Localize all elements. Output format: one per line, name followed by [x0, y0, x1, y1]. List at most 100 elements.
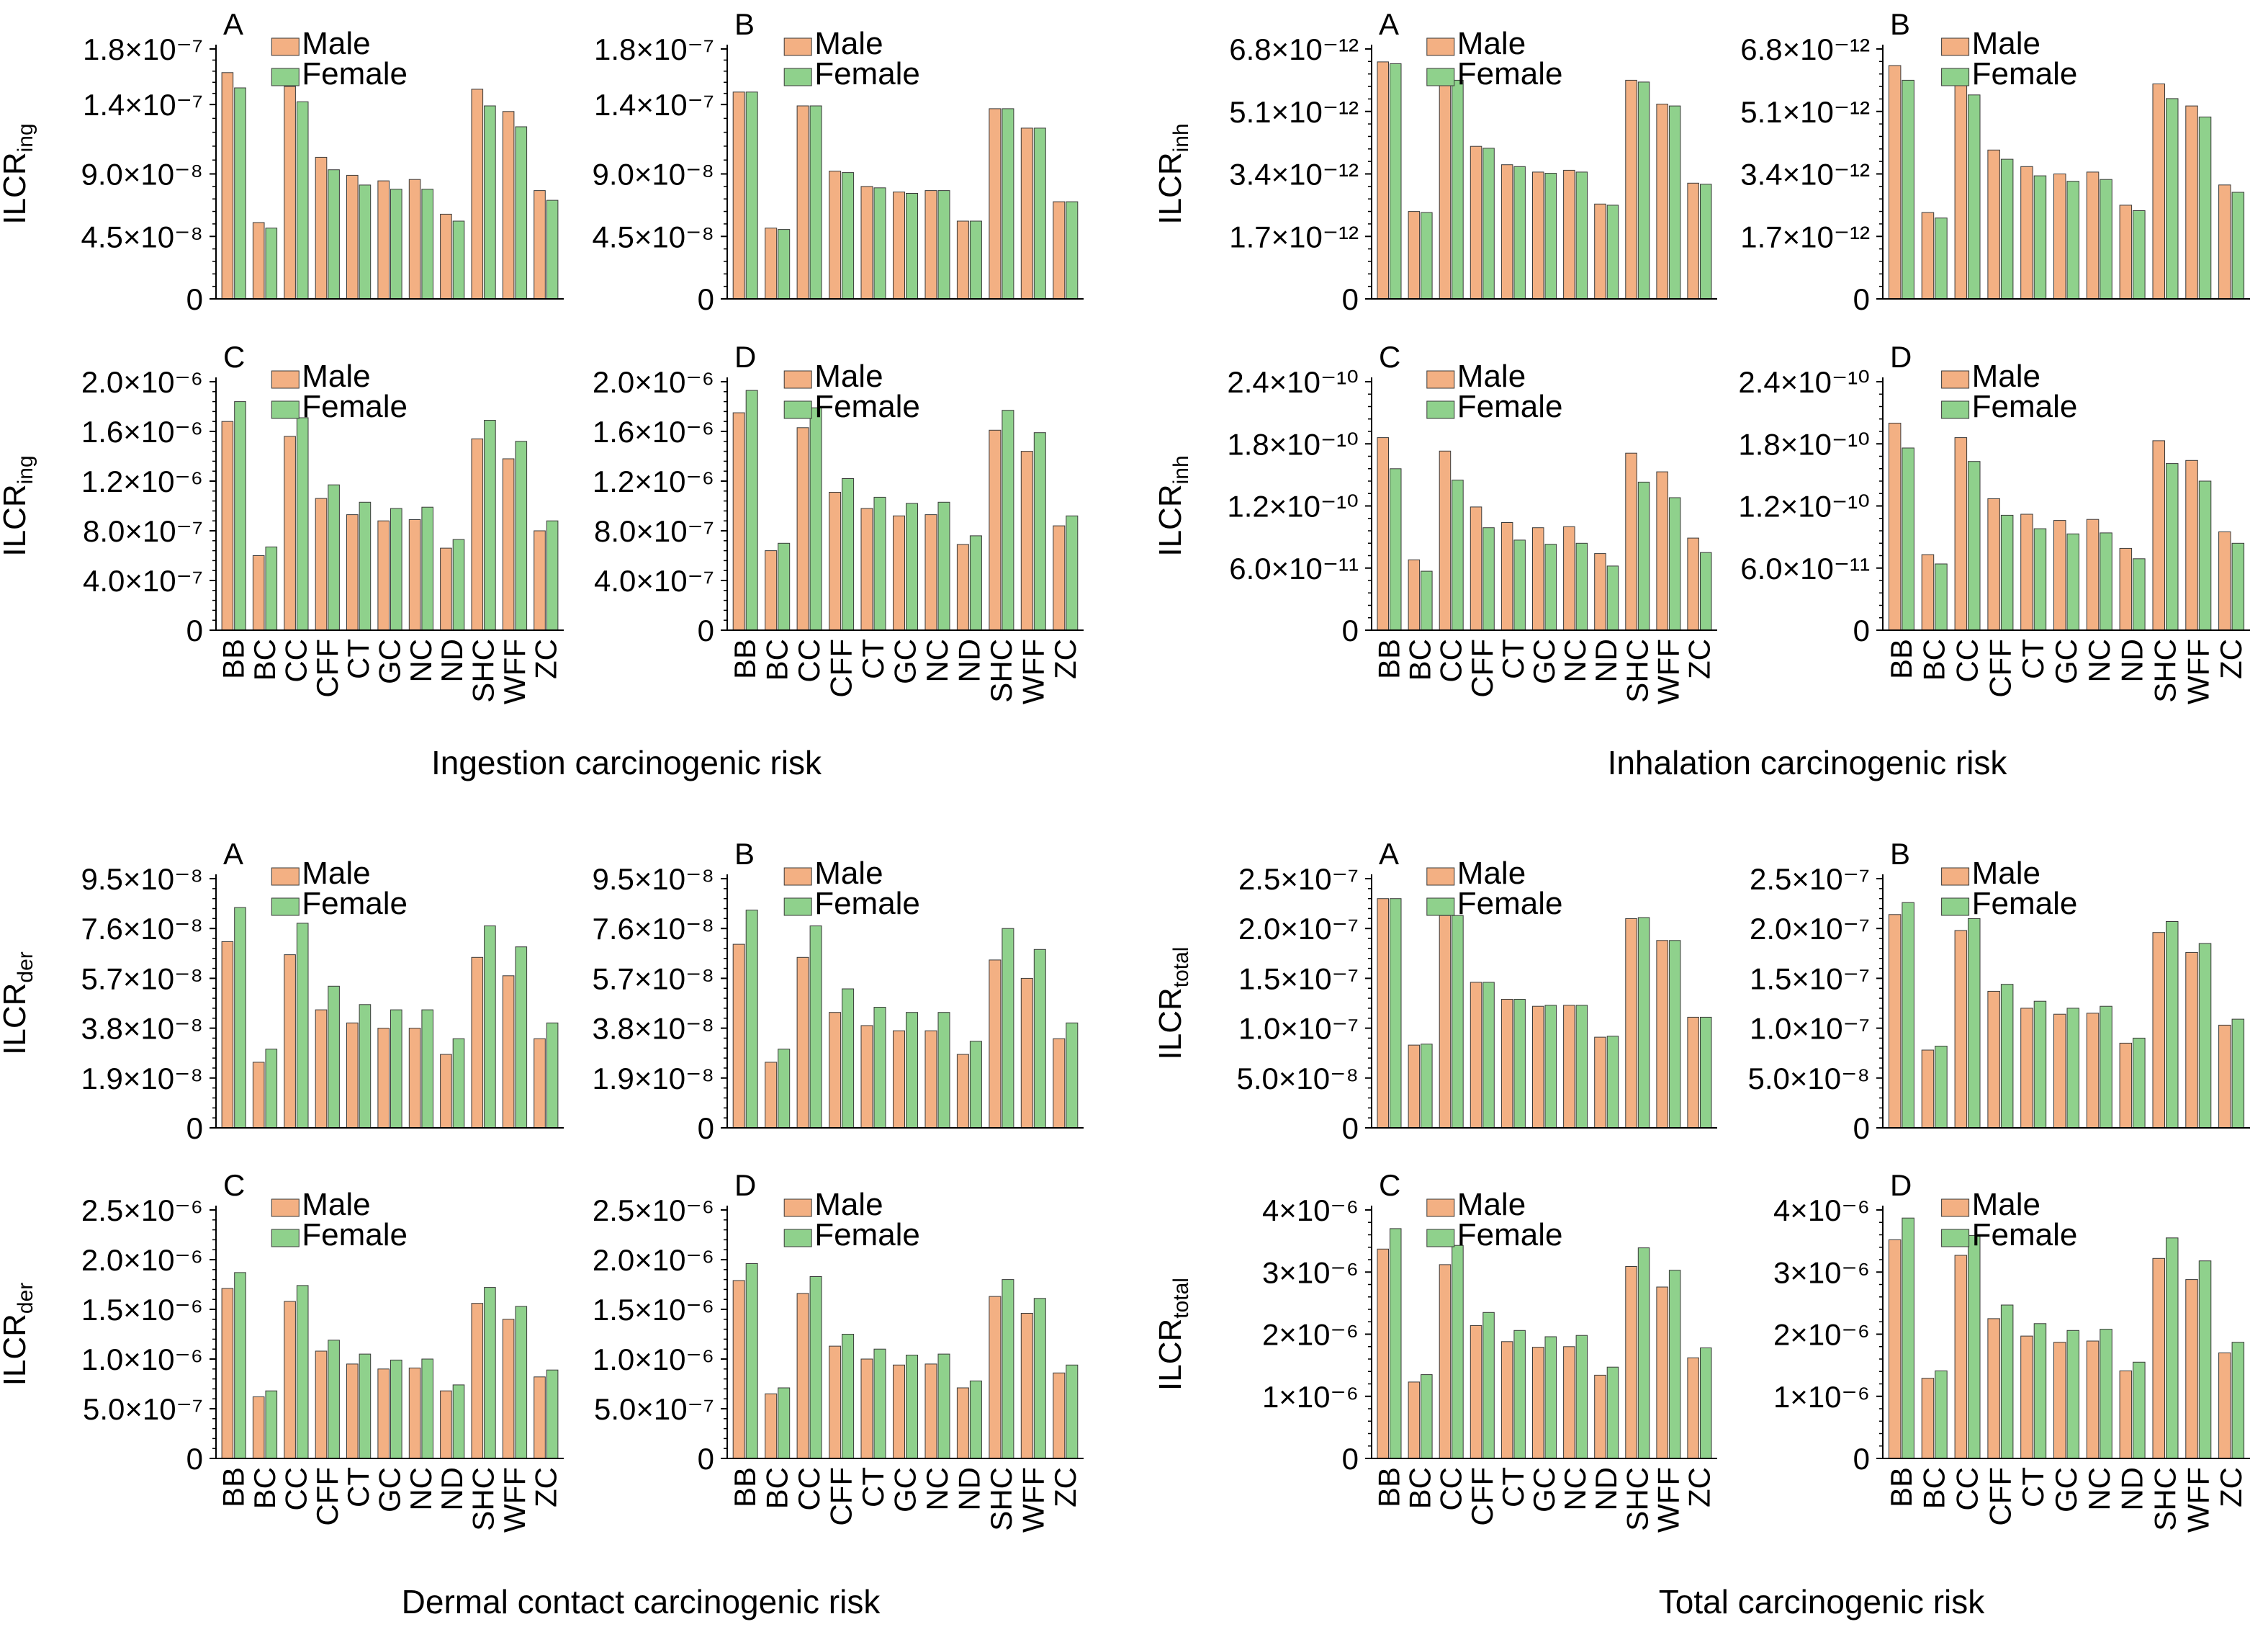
y-tick-label: 5.7×10⁻⁸	[81, 961, 203, 995]
bar-female-zc	[546, 1022, 559, 1129]
bar-male-gc	[377, 1368, 390, 1459]
bar-female-ct	[1513, 539, 1526, 631]
bar-male-cff	[829, 1012, 842, 1129]
bar-female-wff	[2198, 943, 2212, 1129]
x-tick-label-nd: ND	[2115, 1467, 2149, 1511]
y-axis-label: ILCRtotal	[1153, 947, 1193, 1060]
bar-female-ct	[1513, 1330, 1526, 1459]
bar-female-shc	[2166, 463, 2179, 631]
bar-male-bc	[765, 1062, 778, 1129]
y-axis-label-main: ILCR	[0, 152, 32, 224]
x-tick-label-cff: CFF	[1983, 1467, 2017, 1526]
bar-female-bb	[1390, 468, 1402, 631]
bar-male-cc	[1439, 915, 1452, 1129]
x-tick-label-zc: ZC	[1048, 1467, 1082, 1507]
bar-female-nc	[421, 1009, 434, 1129]
bar-male-wff	[1020, 451, 1033, 631]
y-tick-label: 1.5×10⁻⁶	[593, 1293, 714, 1327]
bar-male-ct	[346, 1022, 359, 1129]
legend-label-female: Female	[1972, 389, 2078, 424]
x-tick-label-shc: SHC	[984, 639, 1018, 703]
panel-letter: A	[223, 837, 243, 871]
y-tick-label: 0	[1853, 282, 1870, 316]
bar-female-zc	[2231, 192, 2245, 300]
legend-label-male: Male	[302, 26, 370, 61]
y-tick-label: 3.4×10⁻¹²	[1229, 158, 1359, 192]
bar-female-bc	[778, 1387, 791, 1459]
bar-male-bb	[1888, 914, 1902, 1129]
legend-label-male: Male	[302, 359, 370, 394]
y-tick-label: 5.0×10⁻⁷	[83, 1392, 203, 1426]
x-tick-label-cff: CFF	[1465, 1467, 1499, 1526]
panel-letter: C	[1379, 340, 1400, 374]
x-tick-label-nd: ND	[952, 639, 986, 683]
x-tick-label-bc: BC	[1917, 639, 1951, 681]
x-tick-label-cff: CFF	[1983, 639, 2017, 698]
panel-letter: B	[734, 837, 755, 871]
y-tick-label: 4.0×10⁻⁷	[83, 564, 203, 598]
legend-swatch-female	[271, 68, 300, 86]
panel-2-A: 0 1.9×10⁻⁸ 3.8×10⁻⁸ 5.7×10⁻⁸ 7.6×10⁻⁸ 9.5×10⁻…	[0, 837, 564, 1145]
x-tick-label-zc: ZC	[1682, 1467, 1716, 1507]
bar-female-cc	[296, 417, 309, 631]
bar-male-zc	[1687, 537, 1699, 631]
bar-male-bc	[252, 1396, 265, 1459]
bar-male-shc	[471, 1303, 484, 1459]
bar-female-wff	[515, 946, 528, 1129]
bar-male-bb	[1888, 1239, 1902, 1459]
bar-male-gc	[893, 1030, 905, 1129]
x-tick-label-wff: WFF	[1016, 1467, 1050, 1533]
bar-male-nd	[2119, 547, 2133, 631]
y-tick-label: 0	[186, 1442, 203, 1476]
bar-male-ct	[2020, 1335, 2033, 1459]
bar-female-ct	[2033, 1000, 2047, 1129]
bar-male-gc	[377, 1028, 390, 1129]
y-axis-label-sub: der	[14, 951, 37, 982]
bar-female-ct	[359, 184, 372, 300]
panel-letter: D	[734, 340, 756, 374]
bar-male-nd	[440, 1390, 452, 1459]
bar-female-bb	[745, 910, 758, 1129]
bar-male-bc	[252, 1062, 265, 1129]
bar-male-cff	[1987, 498, 2000, 631]
bar-male-bc	[1921, 212, 1935, 300]
bar-male-bc	[252, 222, 265, 300]
bar-male-bc	[1921, 1378, 1935, 1459]
bar-female-shc	[1637, 81, 1650, 300]
bar-male-ct	[346, 174, 359, 300]
x-tick-label-bb: BB	[217, 1467, 251, 1507]
bar-female-gc	[906, 1355, 918, 1459]
x-tick-label-zc: ZC	[528, 1467, 562, 1507]
bar-female-nc	[2100, 179, 2112, 300]
y-tick-label: 0	[698, 614, 714, 647]
bar-female-cff	[2000, 514, 2014, 631]
x-tick-label-ct: CT	[2016, 1467, 2050, 1507]
legend-label-female: Female	[1457, 1217, 1563, 1252]
caption-dermal: Dermal contact carcinogenic risk	[402, 1583, 881, 1620]
y-tick-label: 0	[1853, 614, 1870, 647]
bar-male-ct	[346, 514, 359, 631]
bar-female-shc	[1637, 1247, 1650, 1459]
x-tick-label-nd: ND	[1589, 1467, 1623, 1511]
bar-female-nd	[969, 535, 982, 631]
bar-female-wff	[2198, 116, 2212, 300]
legend-label-male: Male	[1972, 856, 2040, 891]
y-tick-label: 9.0×10⁻⁸	[592, 158, 714, 192]
bar-female-gc	[2066, 1330, 2079, 1459]
y-tick-label: 7.6×10⁻⁸	[592, 912, 714, 946]
bar-male-bb	[1888, 423, 1902, 631]
x-tick-label-wff: WFF	[1016, 639, 1050, 704]
panel-0-C: 0 4.0×10⁻⁷ 8.0×10⁻⁷ 1.2×10⁻⁶ 1.6×10⁻⁶ 2.0×10⁻…	[0, 340, 564, 704]
bar-female-gc	[1544, 1005, 1557, 1129]
legend-swatch-male	[271, 37, 300, 56]
x-tick-label-wff: WFF	[498, 639, 531, 704]
bar-male-cc	[1954, 81, 1968, 300]
y-tick-label: 3.4×10⁻¹²	[1740, 158, 1870, 192]
